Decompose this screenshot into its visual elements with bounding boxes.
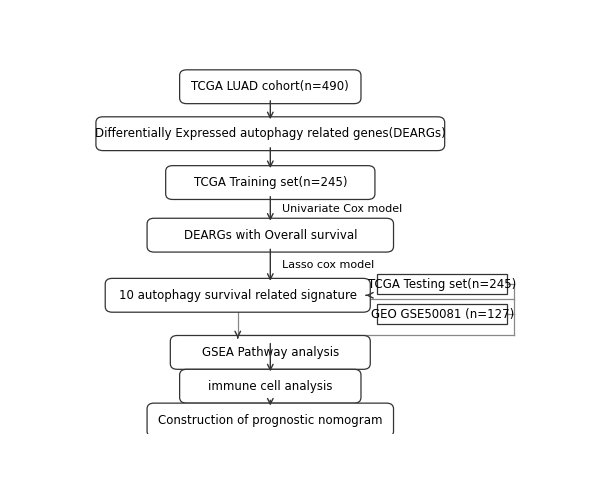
FancyBboxPatch shape <box>147 403 394 437</box>
Text: Differentially Expressed autophagy related genes(DEARGs): Differentially Expressed autophagy relat… <box>95 127 446 140</box>
FancyBboxPatch shape <box>96 117 445 151</box>
Text: immune cell analysis: immune cell analysis <box>208 380 332 393</box>
Text: GEO GSE50081 (n=127): GEO GSE50081 (n=127) <box>371 307 514 321</box>
FancyBboxPatch shape <box>147 218 394 252</box>
Bar <box>377 304 508 325</box>
FancyBboxPatch shape <box>166 165 375 200</box>
Text: GSEA Pathway analysis: GSEA Pathway analysis <box>202 346 339 359</box>
FancyBboxPatch shape <box>170 335 370 369</box>
Text: TCGA Training set(n=245): TCGA Training set(n=245) <box>194 176 347 189</box>
Text: TCGA LUAD cohort(n=490): TCGA LUAD cohort(n=490) <box>191 80 349 93</box>
FancyBboxPatch shape <box>179 369 361 403</box>
Text: 10 autophagy survival related signature: 10 autophagy survival related signature <box>119 289 357 302</box>
Text: Construction of prognostic nomogram: Construction of prognostic nomogram <box>158 413 383 427</box>
Text: TCGA Testing set(n=245): TCGA Testing set(n=245) <box>368 278 517 290</box>
FancyBboxPatch shape <box>105 278 370 312</box>
Text: Univariate Cox model: Univariate Cox model <box>282 203 402 214</box>
Text: Lasso cox model: Lasso cox model <box>282 260 374 270</box>
Text: DEARGs with Overall survival: DEARGs with Overall survival <box>184 229 357 242</box>
Bar <box>377 274 508 294</box>
FancyBboxPatch shape <box>179 70 361 103</box>
